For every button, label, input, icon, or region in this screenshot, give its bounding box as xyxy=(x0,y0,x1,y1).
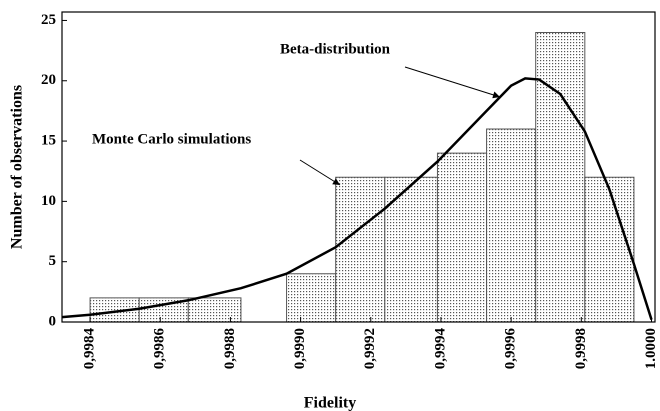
x-tick-label: 0,9996 xyxy=(503,328,519,370)
y-tick-label: 25 xyxy=(41,12,56,28)
x-tick-label: 1.0000 xyxy=(643,328,659,369)
bar xyxy=(535,32,586,323)
x-tick-label: 0,9986 xyxy=(152,328,168,370)
x-tick-label: 0,9994 xyxy=(432,328,448,370)
annotation: Beta-distribution xyxy=(280,41,391,57)
y-tick-label: 15 xyxy=(41,133,56,149)
x-tick-label: 0,9988 xyxy=(222,328,238,369)
bar xyxy=(584,176,635,323)
bar xyxy=(286,273,337,323)
bar xyxy=(187,297,242,323)
annotation: Monte Carlo simulations xyxy=(92,131,251,147)
bar xyxy=(486,128,537,323)
x-tick-label: 0,9992 xyxy=(362,328,378,369)
curve xyxy=(61,77,653,320)
y-tick-label: 20 xyxy=(41,72,56,88)
y-tick-label: 10 xyxy=(41,193,56,209)
bar xyxy=(384,176,438,323)
x-tick-label: 0,9984 xyxy=(82,328,98,370)
annotation-arrow xyxy=(299,159,341,186)
y-tick-label: 0 xyxy=(49,313,57,329)
y-axis-label: Number of observations xyxy=(9,85,26,249)
y-tick-label: 5 xyxy=(49,253,57,269)
x-tick-label: 0,9998 xyxy=(573,328,589,369)
plot-frame xyxy=(61,11,656,323)
x-axis-label: Fidelity xyxy=(304,395,356,411)
annotation-arrow xyxy=(404,66,501,99)
bar xyxy=(436,152,488,323)
bar xyxy=(335,176,386,323)
x-tick-label: 0,9990 xyxy=(292,328,308,369)
